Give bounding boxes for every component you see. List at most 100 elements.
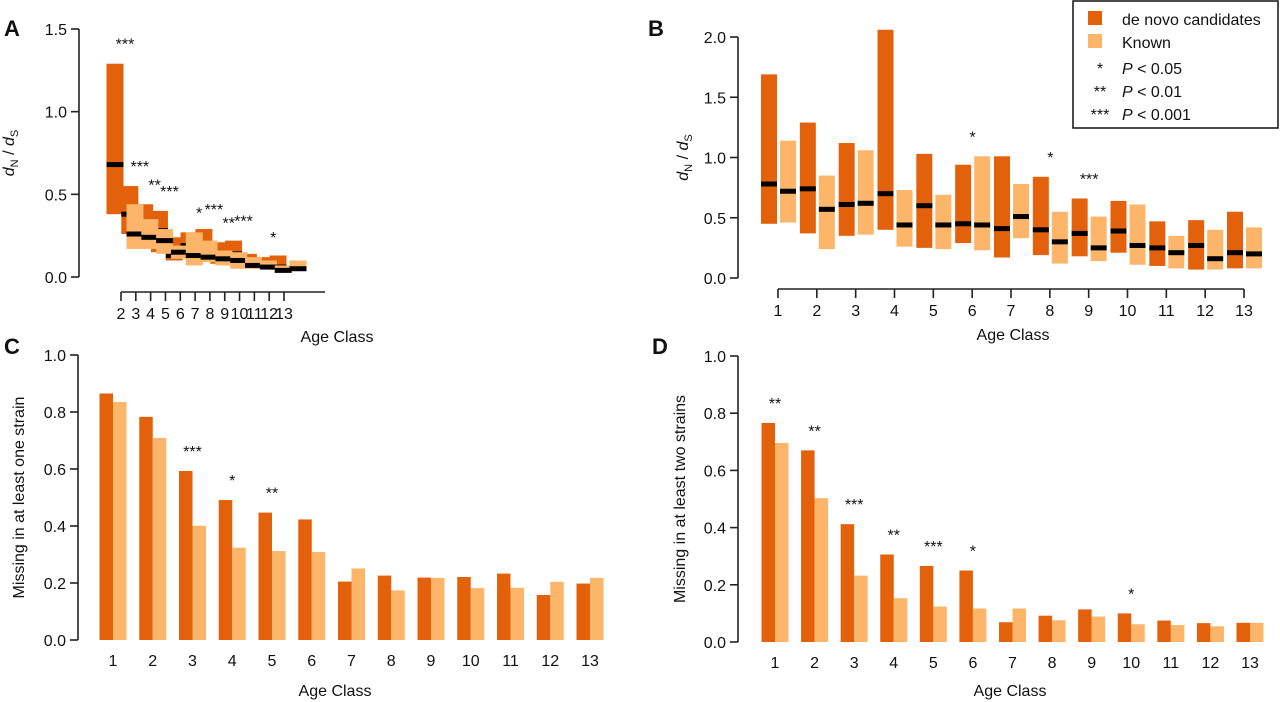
known-range-box	[935, 194, 952, 250]
significance-marker: ***	[116, 37, 135, 54]
significance-marker: **	[266, 486, 278, 503]
denovo-bar	[258, 512, 272, 640]
denovo-range-box	[838, 143, 855, 236]
known-bar	[854, 575, 868, 642]
x-axis-label: Age Class	[977, 327, 1050, 344]
x-tick-label: 10	[231, 306, 249, 323]
known-range-box	[1129, 204, 1146, 265]
x-tick-label: 2	[148, 653, 157, 670]
legend: de novo candidates Known * P < 0.05 ** P < 0.…	[1072, 0, 1279, 129]
denovo-bar	[536, 594, 551, 640]
denovo-range-box	[799, 122, 816, 234]
x-tick-label: 13	[275, 306, 293, 323]
x-tick-label: 4	[146, 306, 155, 323]
known-median-line	[1051, 239, 1068, 245]
denovo-bar	[338, 581, 352, 640]
known-median-line	[857, 200, 874, 206]
denovo-bar	[919, 565, 934, 642]
x-tick-label: 8	[1048, 655, 1057, 672]
x-tick-label: 7	[1007, 303, 1016, 320]
known-median-line	[1129, 242, 1146, 248]
known-median-line	[245, 262, 263, 268]
y-axis-label: Missing in at least two strains	[672, 395, 689, 603]
denovo-median-line	[1227, 250, 1243, 256]
panel-c: C 0.0 0.2 0.4 0.6 0.8 1.0 Missing in at least o…	[4, 334, 604, 700]
y-tick-label: 0.5	[45, 187, 67, 204]
significance-marker: ***	[205, 202, 224, 219]
x-tick-label: 3	[188, 653, 197, 670]
significance-marker: *	[1128, 586, 1134, 603]
x-tick-label: 3	[850, 655, 859, 672]
denovo-median-line	[916, 203, 933, 209]
y-tick-label: 0.8	[44, 405, 66, 422]
x-tick-label: 6	[968, 303, 977, 320]
x-tick-label: 6	[176, 306, 185, 323]
y-tick-label: 0.4	[704, 521, 726, 538]
known-range-box	[141, 219, 159, 249]
y-tick-label: 0.2	[704, 578, 726, 595]
denovo-bar	[1196, 623, 1211, 642]
known-bar	[1012, 608, 1026, 642]
significance-marker: ***	[845, 497, 864, 514]
y-tick-label: 0.8	[704, 406, 726, 423]
y-tick-label: 0.0	[45, 270, 67, 287]
x-tick-label: 5	[929, 655, 938, 672]
denovo-bar	[801, 450, 815, 642]
denovo-range-box	[994, 156, 1010, 258]
known-bar	[550, 581, 564, 640]
legend-symbol: *	[1097, 61, 1103, 78]
known-median-line	[185, 253, 203, 259]
x-tick-label: 12	[1202, 655, 1220, 672]
legend-label: P < 0.05	[1122, 61, 1182, 78]
known-bar	[1091, 616, 1106, 642]
known-range-box	[818, 175, 835, 250]
y-tick-label: 0.0	[44, 633, 66, 650]
legend-box	[1072, 0, 1279, 129]
x-tick-label: 8	[387, 653, 396, 670]
denovo-bar	[1038, 615, 1053, 642]
x-tick-label: 12	[1196, 303, 1214, 320]
known-median-line	[274, 267, 292, 273]
significance-marker: ***	[924, 539, 943, 556]
y-tick-label: 0.0	[704, 271, 726, 288]
denovo-swatch	[1088, 11, 1102, 25]
denovo-bar	[1078, 609, 1092, 642]
denovo-range-box	[1032, 176, 1049, 256]
legend-symbol: ***	[1091, 107, 1110, 124]
known-median-line	[156, 238, 174, 244]
known-bar	[590, 577, 604, 640]
significance-marker: *	[970, 544, 976, 561]
denovo-range-box	[916, 153, 933, 248]
x-tick-label: 9	[1087, 655, 1096, 672]
significance-marker: ***	[160, 184, 179, 201]
significance-marker: *	[229, 473, 235, 490]
known-bar	[351, 568, 365, 640]
denovo-median-line	[955, 221, 972, 227]
legend-label: P < 0.001	[1122, 107, 1191, 124]
known-range-box	[289, 260, 307, 271]
y-axis-label: dN / dS	[675, 134, 695, 180]
denovo-median-line	[799, 186, 816, 192]
x-tick-label: 4	[889, 655, 898, 672]
significance-marker: *	[270, 230, 276, 247]
significance-marker: **	[888, 527, 900, 544]
known-median-line	[230, 257, 248, 263]
denovo-bar	[457, 577, 471, 640]
known-bar	[893, 598, 908, 642]
denovo-bar	[497, 573, 511, 640]
known-bar	[775, 442, 789, 642]
known-median-line	[818, 206, 835, 212]
denovo-range-box	[761, 74, 777, 224]
denovo-bar	[880, 554, 894, 642]
known-bar	[232, 547, 246, 640]
denovo-bar	[1236, 622, 1250, 642]
known-median-line	[200, 254, 218, 260]
denovo-bar	[999, 622, 1013, 642]
known-median-line	[1090, 245, 1107, 251]
legend-symbol: **	[1094, 84, 1106, 101]
known-median-line	[780, 188, 796, 194]
known-median-line	[141, 234, 159, 240]
x-tick-label: 10	[1122, 655, 1140, 672]
